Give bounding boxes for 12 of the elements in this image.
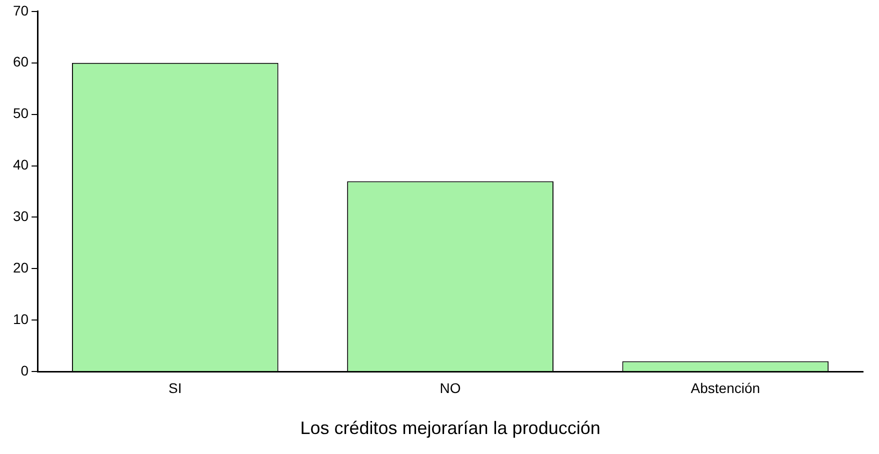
x-axis-title: Los créditos mejorarían la producción <box>300 418 600 438</box>
y-tick-label: 50 <box>12 105 29 122</box>
y-tick-label: 10 <box>12 311 29 327</box>
x-tick-label: NO <box>440 380 461 396</box>
y-tick-label: 0 <box>20 362 29 378</box>
x-tick-label: Abstención <box>690 380 760 396</box>
y-tick-label: 20 <box>12 260 29 276</box>
y-tick-label: 70 <box>12 2 29 18</box>
x-tick-label: SI <box>168 380 182 396</box>
y-tick-label: 60 <box>12 54 29 70</box>
y-tick-label: 30 <box>12 208 29 224</box>
y-tick-label: 40 <box>12 156 29 173</box>
